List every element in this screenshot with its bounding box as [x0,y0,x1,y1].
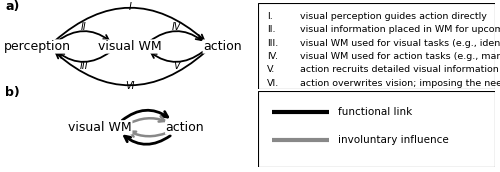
Text: involuntary influence: involuntary influence [338,135,449,145]
Text: perception: perception [4,40,71,53]
FancyArrowPatch shape [150,31,201,41]
Text: action recruits detailed visual information from WM: action recruits detailed visual informat… [300,65,500,74]
Text: II.: II. [267,25,276,34]
Text: I.: I. [267,12,273,21]
FancyArrowPatch shape [152,52,203,62]
Text: visual WM used for visual tasks (e.g., identification): visual WM used for visual tasks (e.g., i… [300,39,500,48]
FancyArrowPatch shape [59,52,110,62]
Text: b): b) [5,86,20,99]
FancyArrowPatch shape [56,52,206,85]
Text: visual WM: visual WM [98,40,162,53]
Text: V: V [173,61,180,71]
Text: IV.: IV. [267,52,278,61]
Text: III: III [80,61,88,71]
FancyArrowPatch shape [54,8,204,41]
FancyArrowPatch shape [130,132,168,137]
Text: I: I [128,2,132,12]
Text: V.: V. [267,65,275,74]
Text: IV: IV [172,22,181,32]
Text: II: II [81,22,86,32]
Text: action: action [166,121,204,134]
Text: action overwrites vision; imposing the need for WM: action overwrites vision; imposing the n… [300,79,500,88]
Text: VI: VI [125,81,135,91]
Text: visual perception guides action directly: visual perception guides action directly [300,12,487,21]
FancyArrowPatch shape [122,110,168,120]
Text: visual WM: visual WM [68,121,132,134]
Text: functional link: functional link [338,107,412,117]
Text: action: action [203,40,242,53]
Text: a): a) [5,0,20,13]
FancyArrowPatch shape [124,136,170,144]
Text: VI.: VI. [267,79,279,88]
Text: visual WM used for action tasks (e.g., manual action): visual WM used for action tasks (e.g., m… [300,52,500,61]
FancyArrowPatch shape [128,116,165,124]
FancyArrowPatch shape [57,31,108,41]
Text: visual information placed in WM for upcoming use: visual information placed in WM for upco… [300,25,500,34]
Text: III.: III. [267,39,278,48]
